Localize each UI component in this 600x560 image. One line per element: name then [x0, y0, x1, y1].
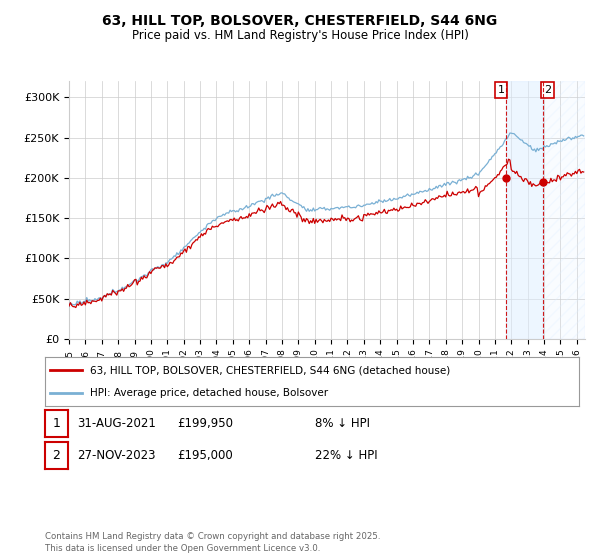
Text: 1: 1: [52, 417, 61, 431]
Text: 27-NOV-2023: 27-NOV-2023: [77, 449, 155, 462]
Text: 22% ↓ HPI: 22% ↓ HPI: [315, 449, 377, 462]
Text: £199,950: £199,950: [177, 417, 233, 431]
Text: 31-AUG-2021: 31-AUG-2021: [77, 417, 155, 431]
Text: 2: 2: [52, 449, 61, 462]
Text: 2: 2: [544, 85, 551, 95]
Text: £195,000: £195,000: [177, 449, 233, 462]
Text: 1: 1: [497, 85, 505, 95]
Text: 63, HILL TOP, BOLSOVER, CHESTERFIELD, S44 6NG: 63, HILL TOP, BOLSOVER, CHESTERFIELD, S4…: [103, 14, 497, 28]
Text: Price paid vs. HM Land Registry's House Price Index (HPI): Price paid vs. HM Land Registry's House …: [131, 29, 469, 42]
Text: 8% ↓ HPI: 8% ↓ HPI: [315, 417, 370, 431]
Text: 63, HILL TOP, BOLSOVER, CHESTERFIELD, S44 6NG (detached house): 63, HILL TOP, BOLSOVER, CHESTERFIELD, S4…: [91, 365, 451, 375]
Bar: [542, 81, 585, 339]
Text: HPI: Average price, detached house, Bolsover: HPI: Average price, detached house, Bols…: [91, 388, 329, 398]
Bar: [542, 81, 585, 339]
Text: Contains HM Land Registry data © Crown copyright and database right 2025.
This d: Contains HM Land Registry data © Crown c…: [45, 532, 380, 553]
Bar: [506, 81, 542, 339]
